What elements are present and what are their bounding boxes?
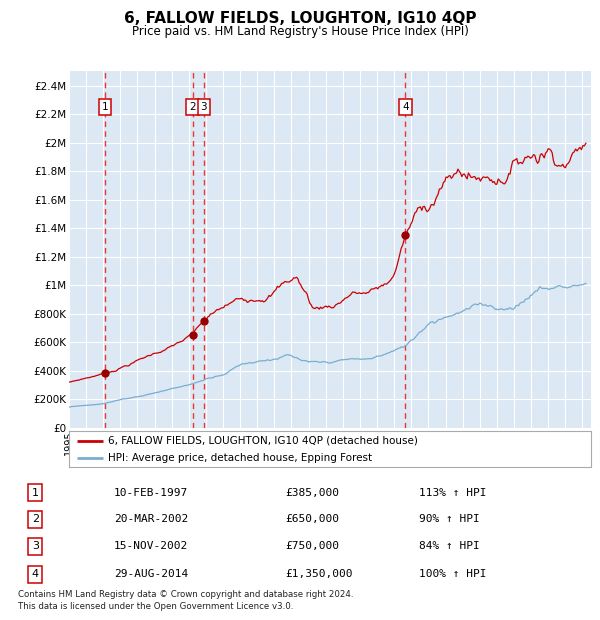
Text: 15-NOV-2002: 15-NOV-2002: [114, 541, 188, 551]
Text: HPI: Average price, detached house, Epping Forest: HPI: Average price, detached house, Eppi…: [108, 453, 372, 463]
Text: 1: 1: [32, 488, 39, 498]
Text: 4: 4: [32, 569, 39, 579]
Text: 3: 3: [200, 102, 207, 112]
Text: £650,000: £650,000: [286, 515, 340, 525]
Text: 84% ↑ HPI: 84% ↑ HPI: [419, 541, 480, 551]
Text: 113% ↑ HPI: 113% ↑ HPI: [419, 488, 487, 498]
Text: 90% ↑ HPI: 90% ↑ HPI: [419, 515, 480, 525]
Text: Price paid vs. HM Land Registry's House Price Index (HPI): Price paid vs. HM Land Registry's House …: [131, 25, 469, 38]
Text: 2: 2: [32, 515, 39, 525]
Text: £385,000: £385,000: [286, 488, 340, 498]
Text: 3: 3: [32, 541, 39, 551]
Text: 20-MAR-2002: 20-MAR-2002: [114, 515, 188, 525]
Text: 10-FEB-1997: 10-FEB-1997: [114, 488, 188, 498]
Text: £1,350,000: £1,350,000: [286, 569, 353, 579]
Text: 2: 2: [189, 102, 196, 112]
Text: 4: 4: [402, 102, 409, 112]
Text: £750,000: £750,000: [286, 541, 340, 551]
Text: 100% ↑ HPI: 100% ↑ HPI: [419, 569, 487, 579]
Text: 1: 1: [102, 102, 109, 112]
Text: 6, FALLOW FIELDS, LOUGHTON, IG10 4QP: 6, FALLOW FIELDS, LOUGHTON, IG10 4QP: [124, 11, 476, 26]
Text: 29-AUG-2014: 29-AUG-2014: [114, 569, 188, 579]
Text: Contains HM Land Registry data © Crown copyright and database right 2024.
This d: Contains HM Land Registry data © Crown c…: [18, 590, 353, 611]
Text: 6, FALLOW FIELDS, LOUGHTON, IG10 4QP (detached house): 6, FALLOW FIELDS, LOUGHTON, IG10 4QP (de…: [108, 436, 418, 446]
